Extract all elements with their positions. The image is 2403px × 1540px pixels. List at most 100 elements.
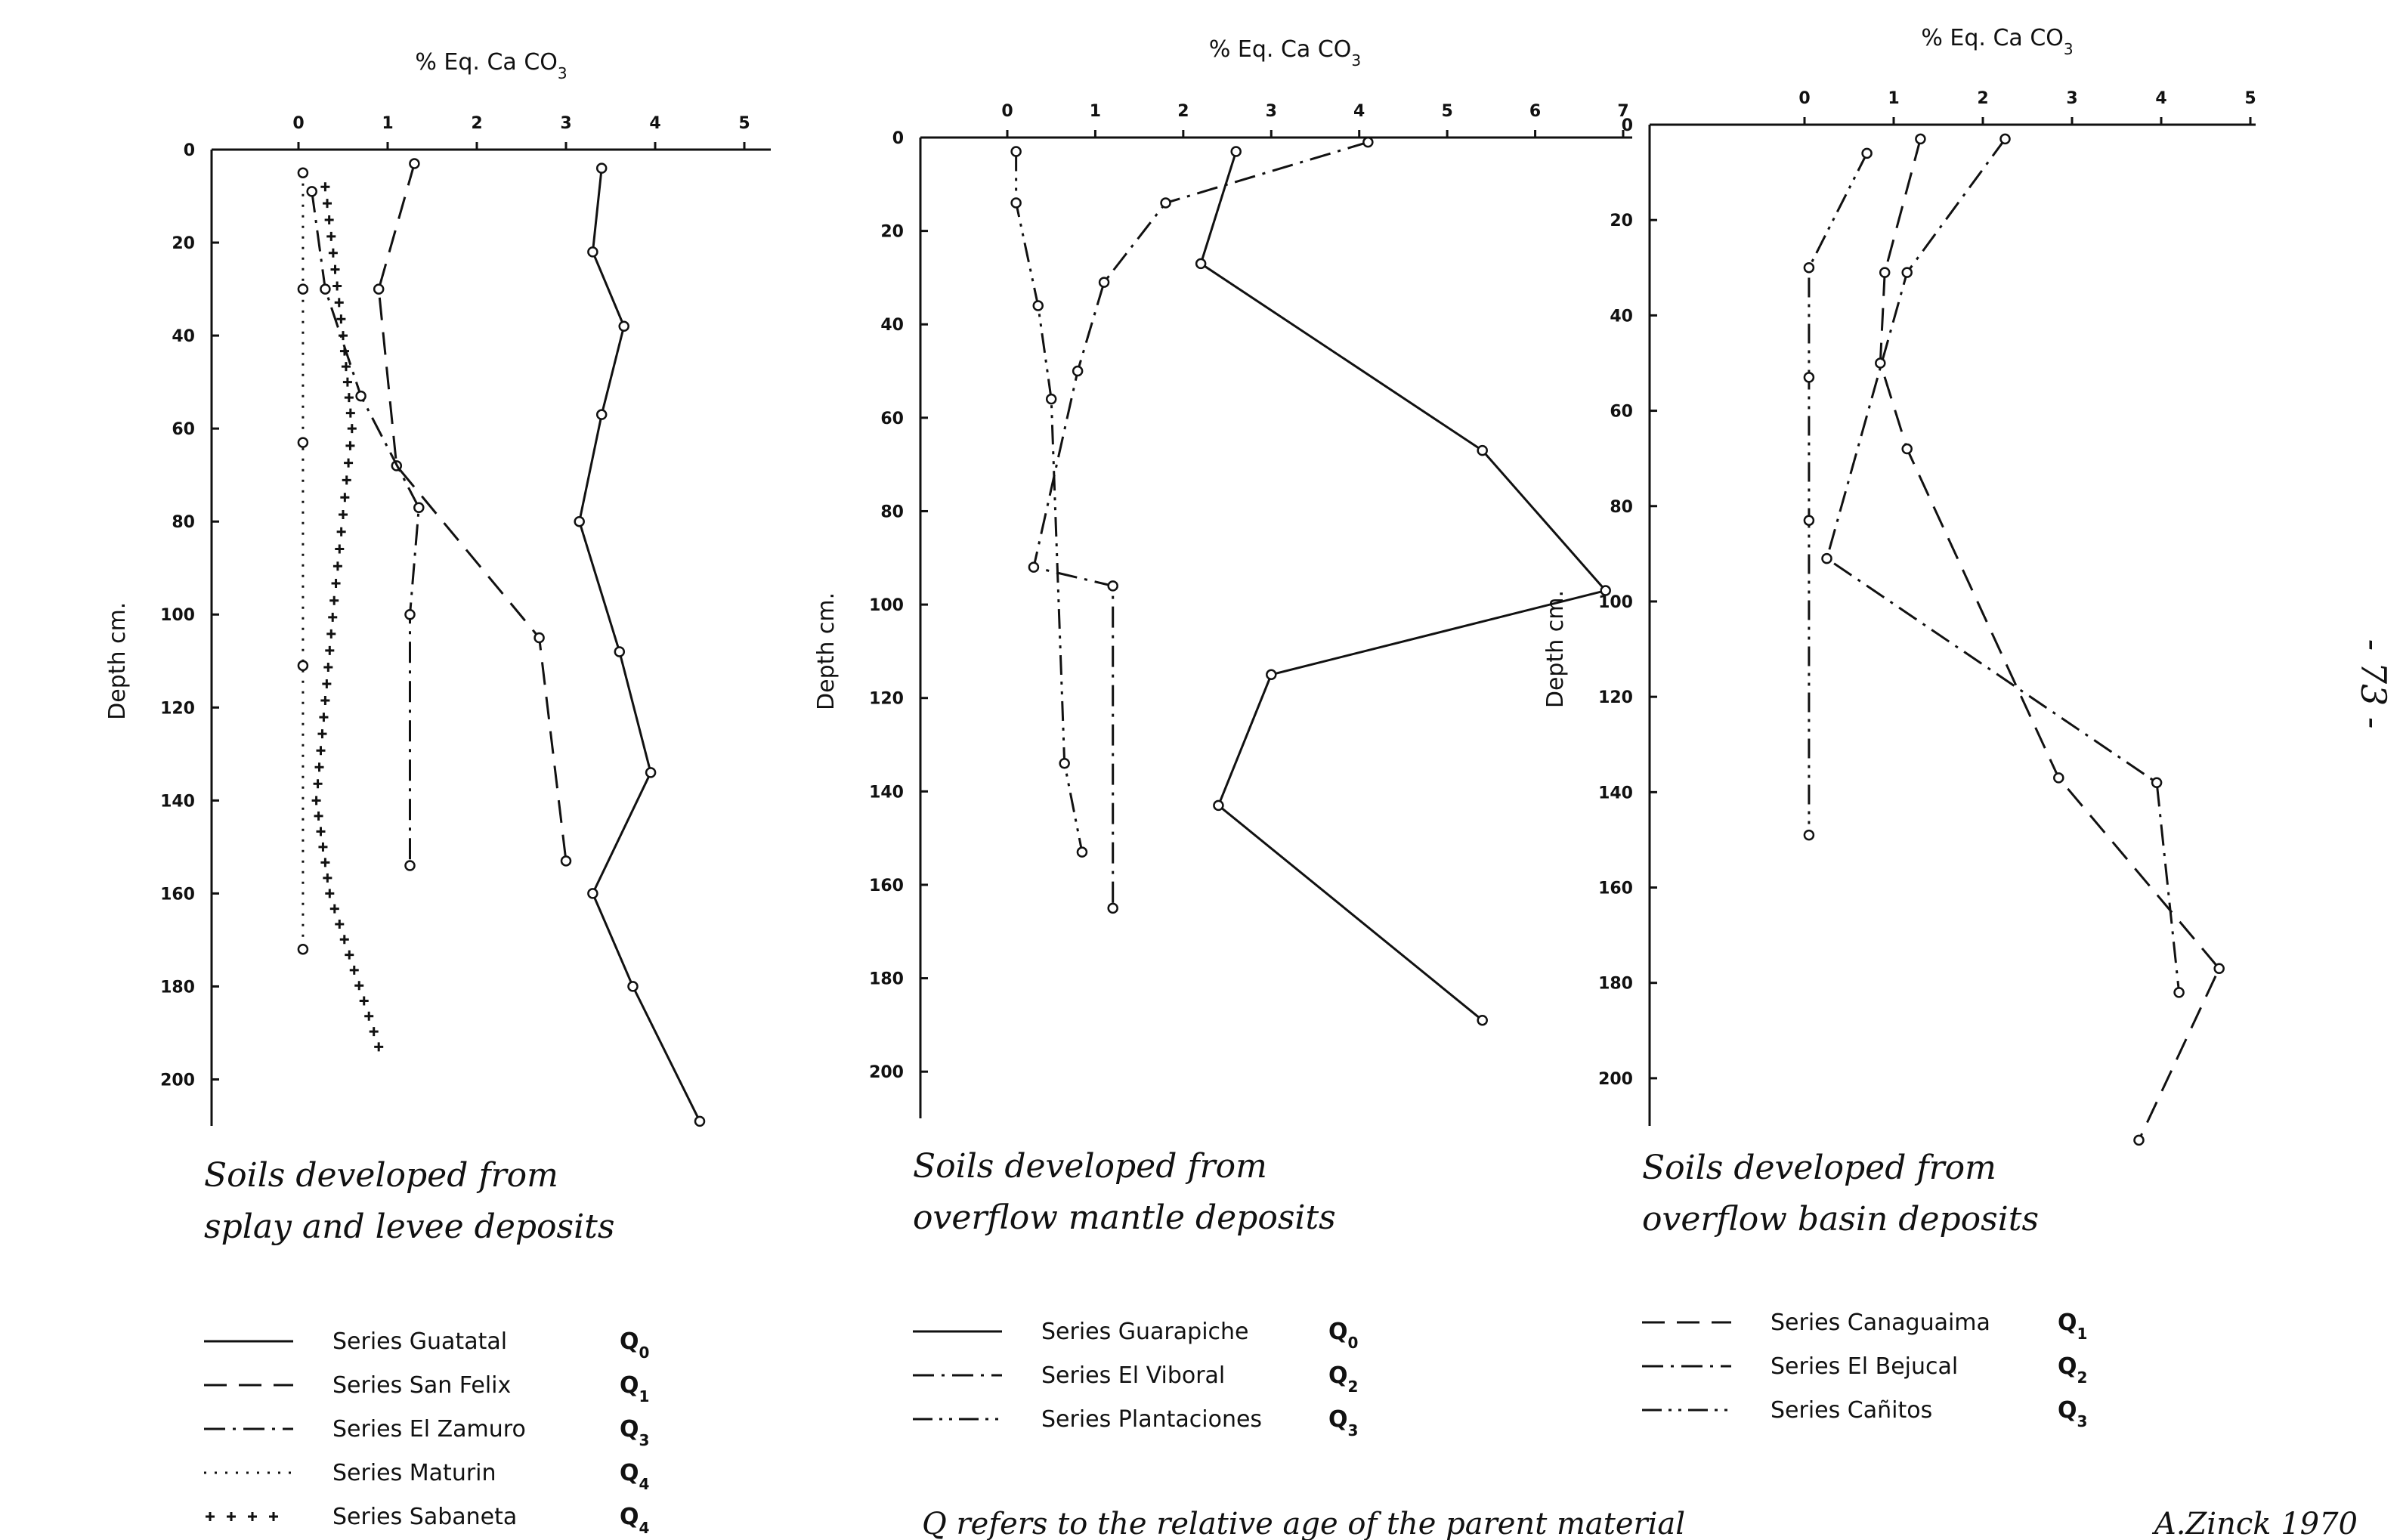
legend-label: Series Maturin (332, 1460, 496, 1486)
x-axis-title: % Eq. Ca CO3 (415, 49, 567, 82)
data-point (1999, 133, 2011, 145)
x-axis-title: % Eq. Ca CO3 (1209, 36, 1361, 70)
plus-marker (325, 645, 335, 655)
plus-marker (325, 889, 335, 898)
legend-age: Q4 (620, 1504, 649, 1537)
legend-age: Q3 (2058, 1397, 2087, 1430)
data-point (1875, 357, 1886, 369)
data-point (404, 860, 416, 871)
legend-label: Series Guatatal (332, 1328, 507, 1355)
plus-marker (320, 858, 330, 867)
x-tick-label: 2 (471, 114, 482, 133)
plus-marker (329, 595, 339, 605)
x-tick-label: 4 (649, 114, 660, 133)
legend-label: Series San Felix (332, 1372, 511, 1399)
y-axis-title: Depth cm. (813, 592, 840, 710)
data-point (1821, 552, 1832, 564)
data-point (1072, 365, 1084, 377)
y-tick-label: 140 (160, 792, 195, 811)
series-line (311, 191, 420, 866)
plus-marker (336, 527, 346, 537)
plus-marker (326, 231, 336, 241)
series-1 (574, 162, 706, 1127)
series-2 (373, 158, 572, 867)
x-tick-label: 0 (1001, 102, 1013, 121)
plus-marker (326, 629, 336, 639)
x-tick-label: 3 (2066, 89, 2077, 108)
data-point (409, 158, 420, 169)
plus-marker (328, 612, 338, 622)
legend-label: Series El Zamuro (332, 1416, 526, 1443)
x-tick-label: 5 (738, 114, 750, 133)
data-point (1098, 277, 1110, 288)
legend-age: Q2 (1328, 1362, 1358, 1396)
plus-marker (323, 662, 333, 672)
data-point (694, 1115, 706, 1127)
plus-marker (318, 842, 328, 852)
plus-marker (341, 362, 351, 372)
y-tick-label: 80 (172, 513, 195, 532)
legend-age: Q1 (620, 1372, 649, 1405)
y-tick-label: 160 (160, 885, 195, 904)
y-tick-label: 20 (880, 223, 904, 242)
data-point (1010, 197, 1022, 209)
x-tick-label: 6 (1529, 102, 1541, 121)
series-line (1032, 141, 1369, 908)
series-4 (297, 167, 309, 955)
data-point (2173, 987, 2185, 998)
plus-marker (316, 827, 326, 836)
y-tick-label: 200 (160, 1071, 195, 1090)
data-point (1901, 267, 1913, 278)
footer-note: Q refers to the relative age of the pare… (922, 1507, 1685, 1540)
data-point (533, 632, 545, 644)
legend-label: Series Sabaneta (332, 1504, 517, 1530)
y-tick-label: 0 (184, 141, 195, 160)
plus-marker (324, 215, 334, 224)
data-point (587, 888, 598, 899)
data-point (595, 409, 608, 420)
y-tick-label: 0 (1622, 116, 1633, 135)
data-point (560, 855, 572, 867)
legend-label: Series El Bejucal (1771, 1353, 1958, 1380)
y-tick-label: 160 (1598, 880, 1633, 898)
plus-marker (339, 346, 349, 356)
x-tick-label: 3 (1266, 102, 1277, 121)
data-point (2213, 963, 2225, 975)
y-tick-label: 40 (1610, 307, 1633, 326)
series-5 (311, 182, 384, 1052)
plus-marker (323, 199, 332, 209)
y-tick-label: 140 (869, 783, 904, 802)
data-point (297, 167, 309, 179)
legend-swatch (248, 1512, 257, 1521)
plus-marker (354, 981, 364, 991)
panel-caption-line-2: overflow basin deposits (1642, 1200, 2039, 1238)
series-2 (1821, 133, 2185, 998)
legend-age: Q3 (1328, 1406, 1358, 1439)
plus-marker (322, 679, 332, 689)
legend-age: Q0 (1328, 1319, 1358, 1352)
series-3 (306, 186, 425, 871)
plus-marker (344, 393, 354, 403)
legend-label: Series Cañitos (1771, 1397, 1932, 1424)
plus-marker (320, 182, 330, 192)
legend-age: Q4 (620, 1460, 649, 1493)
plus-marker (344, 458, 354, 468)
data-point (1879, 267, 1891, 278)
series-line (1879, 138, 2221, 1141)
data-point (1477, 1014, 1488, 1026)
panel-caption-line-2: overflow mantle deposits (913, 1198, 1336, 1237)
data-point (618, 320, 629, 332)
legend-label: Series Guarapiche (1041, 1319, 1249, 1345)
x-tick-label: 4 (1353, 102, 1365, 121)
plus-marker (340, 493, 350, 503)
x-tick-label: 1 (1090, 102, 1101, 121)
plus-marker (359, 996, 369, 1006)
series-line (377, 163, 568, 861)
legend-label: Series El Viboral (1041, 1362, 1225, 1389)
y-tick-label: 20 (1610, 212, 1633, 230)
legend-swatch (227, 1512, 236, 1521)
data-point (614, 646, 626, 657)
plus-marker (313, 779, 323, 789)
data-point (1028, 561, 1040, 573)
